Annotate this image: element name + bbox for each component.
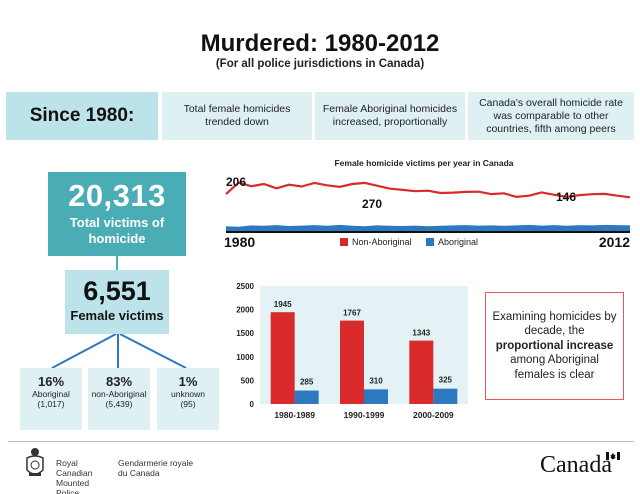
bar-non-aboriginal — [270, 312, 295, 404]
breakdown-tree-lines — [51, 334, 187, 369]
legend-label-aboriginal: Aboriginal — [438, 237, 478, 247]
breakdown-pct: 1% — [178, 374, 198, 389]
page-subtitle: (For all police jurisdictions in Canada) — [215, 58, 425, 70]
line-chart: Female homicide victims per year in Cana… — [224, 158, 631, 250]
breakdown-name: Aboriginal — [32, 389, 70, 399]
bar-aboriginal — [364, 389, 388, 404]
data-label-aboriginal: 285 — [300, 378, 314, 387]
annotation-label: 146 — [556, 190, 576, 204]
total-victims-number: 20,313 — [68, 178, 166, 213]
breakdown-pct: 83% — [105, 374, 133, 389]
fact-homicide-rate: Canada's overall homicide rate was compa… — [468, 92, 634, 140]
line-chart-title: Female homicide victims per year in Cana… — [334, 158, 513, 168]
annotation-label: 270 — [362, 197, 382, 211]
note-text-bold: proportional increase — [495, 339, 614, 352]
bar-aboriginal — [294, 390, 319, 404]
rcmp-crest-icon — [26, 448, 44, 476]
y-tick-label: 2500 — [236, 282, 254, 291]
female-victims-label: Female victims — [70, 308, 164, 323]
rcmp-english-name: Royal Canadian Mounted Police — [56, 458, 93, 494]
legend-swatch-non-aboriginal — [340, 238, 348, 246]
breakdown-count: (1,017) — [37, 399, 65, 409]
legend-label-non-aboriginal: Non-Aboriginal — [352, 237, 412, 247]
y-tick-label: 1000 — [236, 353, 254, 362]
note-text-post: among Aboriginal females is clear — [510, 354, 599, 381]
branch-line-unknown — [119, 334, 187, 369]
breakdown-name: unknown — [170, 389, 206, 399]
series-area-aboriginal — [226, 224, 630, 231]
note-box: Examining homicides by decade, the propo… — [485, 292, 624, 400]
x-tick-label: 2000-2009 — [413, 410, 454, 420]
data-label-non-aboriginal: 1343 — [412, 329, 430, 338]
bar-aboriginal — [433, 388, 458, 404]
breakdown-count: (95) — [180, 399, 196, 409]
bar-non-aboriginal — [409, 340, 434, 404]
x-tick-label-start: 1980 — [224, 234, 255, 250]
y-tick-label: 500 — [241, 376, 255, 385]
data-label-non-aboriginal: 1767 — [343, 309, 361, 318]
total-victims-label: Total victims of homicide — [69, 215, 165, 246]
legend-swatch-aboriginal — [426, 238, 434, 246]
fact-female-homicides: Total female homicides trended down — [162, 92, 312, 140]
data-label-aboriginal: 325 — [439, 376, 453, 385]
x-tick-label: 1980-1989 — [274, 410, 315, 420]
since-label: Since 1980: — [6, 92, 158, 140]
breakdown-name: non-Aboriginal — [91, 389, 147, 399]
note-text-pre: Examining homicides by decade, the — [492, 310, 617, 338]
breakdown-aboriginal: 16% Aboriginal (1,017) — [20, 368, 82, 430]
canada-wordmark: Canada — [540, 452, 612, 478]
breakdown-unknown: 1% unknown (95) — [157, 368, 219, 430]
y-tick-label: 0 — [250, 400, 255, 409]
breakdown-pct: 16% — [37, 374, 65, 389]
y-tick-label: 1500 — [236, 329, 254, 338]
tree-connector — [116, 256, 118, 270]
branch-line-aboriginal — [51, 334, 117, 369]
annotation-label: 206 — [226, 175, 246, 189]
x-tick-label: 1990-1999 — [344, 410, 385, 420]
fact-aboriginal-homicides: Female Aboriginal homicides increased, p… — [315, 92, 465, 140]
female-victims-box: 6,551 Female victims — [65, 270, 169, 334]
y-tick-label: 2000 — [236, 306, 254, 315]
canada-flag-icon — [606, 452, 620, 460]
data-label-non-aboriginal: 1945 — [274, 300, 292, 309]
total-victims-box: 20,313 Total victims of homicide — [48, 172, 186, 256]
x-tick-label-end: 2012 — [599, 234, 630, 250]
rcmp-french-name: Gendarmerie royale du Canada — [118, 458, 194, 478]
page-title: Murdered: 1980-2012 — [200, 30, 440, 57]
breakdown-non-aboriginal: 83% non-Aboriginal (5,439) — [88, 368, 150, 430]
footer-divider — [8, 441, 634, 442]
data-label-aboriginal: 310 — [369, 376, 383, 385]
series-line-non-aboriginal — [225, 181, 631, 199]
breakdown-count: (5,439) — [105, 399, 133, 409]
female-victims-number: 6,551 — [83, 276, 151, 306]
bar-non-aboriginal — [340, 320, 364, 404]
bar-chart: 0 500 1000 1500 2000 2500 1945 285 1980-1989 1767… — [236, 282, 468, 420]
note-text: Examining homicides by decade, the propo… — [490, 310, 619, 383]
